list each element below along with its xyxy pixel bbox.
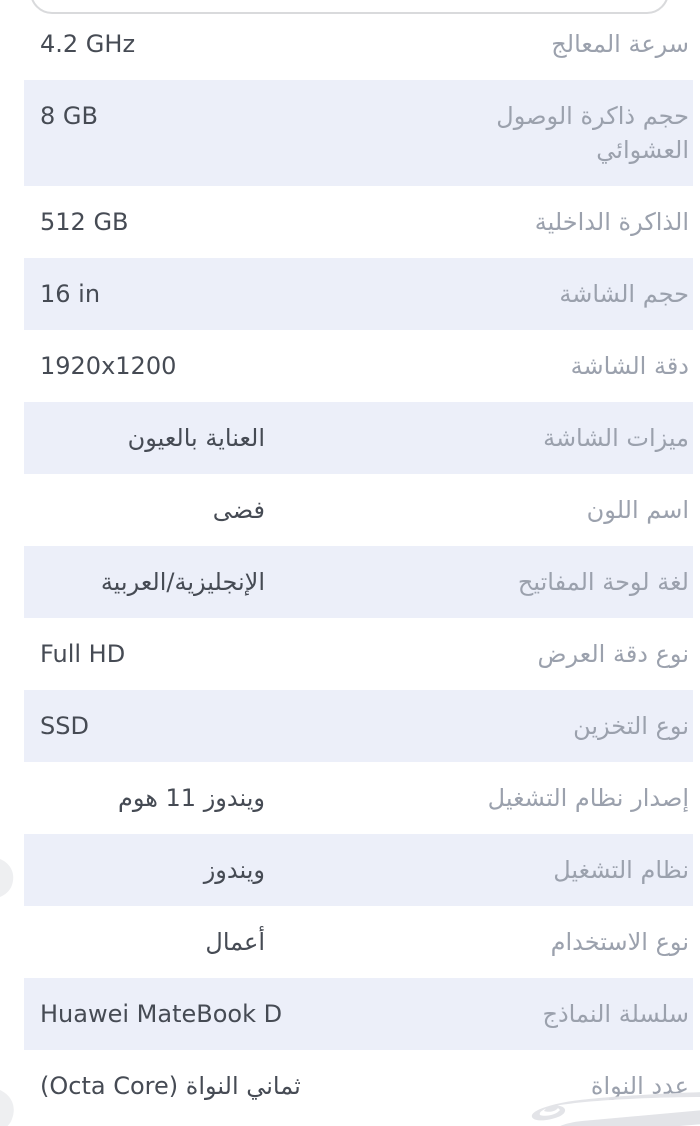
spec-row: حجم ذاكرة الوصول العشوائي 8 GB [24,80,693,186]
spec-row: سرعة المعالج 4.2 GHz [24,8,693,80]
spec-label: سلسلة النماذج [542,1000,690,1028]
spec-label: الذاكرة الداخلية [534,208,689,236]
spec-row: نظام التشغيل ويندوز [24,834,693,906]
spec-label: عدد النواة [590,1072,689,1100]
spec-row: سلسلة النماذج Huawei MateBook D [24,978,693,1050]
spec-row: نوع الاستخدام أعمال [24,906,693,978]
spec-row: نوع دقة العرض Full HD [24,618,693,690]
spec-label: نوع دقة العرض [537,640,690,668]
spec-value: 8 GB [40,102,98,130]
spec-label: اسم اللون [586,496,689,524]
spec-value: Huawei MateBook D [40,1000,283,1028]
spec-value: ويندوز 11 هوم [117,784,265,812]
watermark-fragment-icon [0,1090,14,1126]
spec-label: حجم الشاشة [559,280,689,308]
spec-row: عدد النواة ثماني النواة (Octa Core) [24,1050,693,1122]
spec-value: العناية بالعيون [127,424,265,452]
spec-label: لغة لوحة المفاتيح [517,568,689,596]
spec-row: الذاكرة الداخلية 512 GB [24,186,693,258]
spec-value: Full HD [40,640,126,668]
spec-label: نوع الاستخدام [550,928,689,956]
spec-row: اسم اللون فضى [24,474,693,546]
spec-label: ميزات الشاشة [543,424,689,452]
spec-label: نوع التخزين [573,712,689,740]
spec-row: حجم الشاشة 16 in [24,258,693,330]
spec-value: ويندوز [203,856,265,884]
spec-label: نظام التشغيل [553,856,689,884]
spec-row: دقة الشاشة 1920x1200 [24,330,693,402]
watermark-fragment-icon [0,859,14,897]
spec-label: دقة الشاشة [570,352,689,380]
spec-value: 4.2 GHz [40,30,136,58]
spec-value: الإنجليزية/العربية [100,568,265,596]
spec-row: نوع التخزين SSD [24,690,693,762]
spec-value: أعمال [205,928,265,956]
spec-value: ثماني النواة (Octa Core) [40,1072,301,1100]
spec-row: ميزات الشاشة العناية بالعيون [24,402,693,474]
spec-row: إصدار نظام التشغيل ويندوز 11 هوم [24,762,693,834]
spec-label: إصدار نظام التشغيل [487,784,689,812]
spec-value: SSD [40,712,89,740]
spec-label: سرعة المعالج [551,30,689,58]
spec-value: 16 in [40,280,101,308]
spec-value: فضى [212,496,265,524]
spec-value: 512 GB [40,208,129,236]
spec-row: لغة لوحة المفاتيح الإنجليزية/العربية [24,546,693,618]
spec-label: حجم ذاكرة الوصول العشوائي [496,102,689,164]
spec-value: 1920x1200 [40,352,177,380]
spec-table: سرعة المعالج 4.2 GHz حجم ذاكرة الوصول ال… [24,8,693,1122]
